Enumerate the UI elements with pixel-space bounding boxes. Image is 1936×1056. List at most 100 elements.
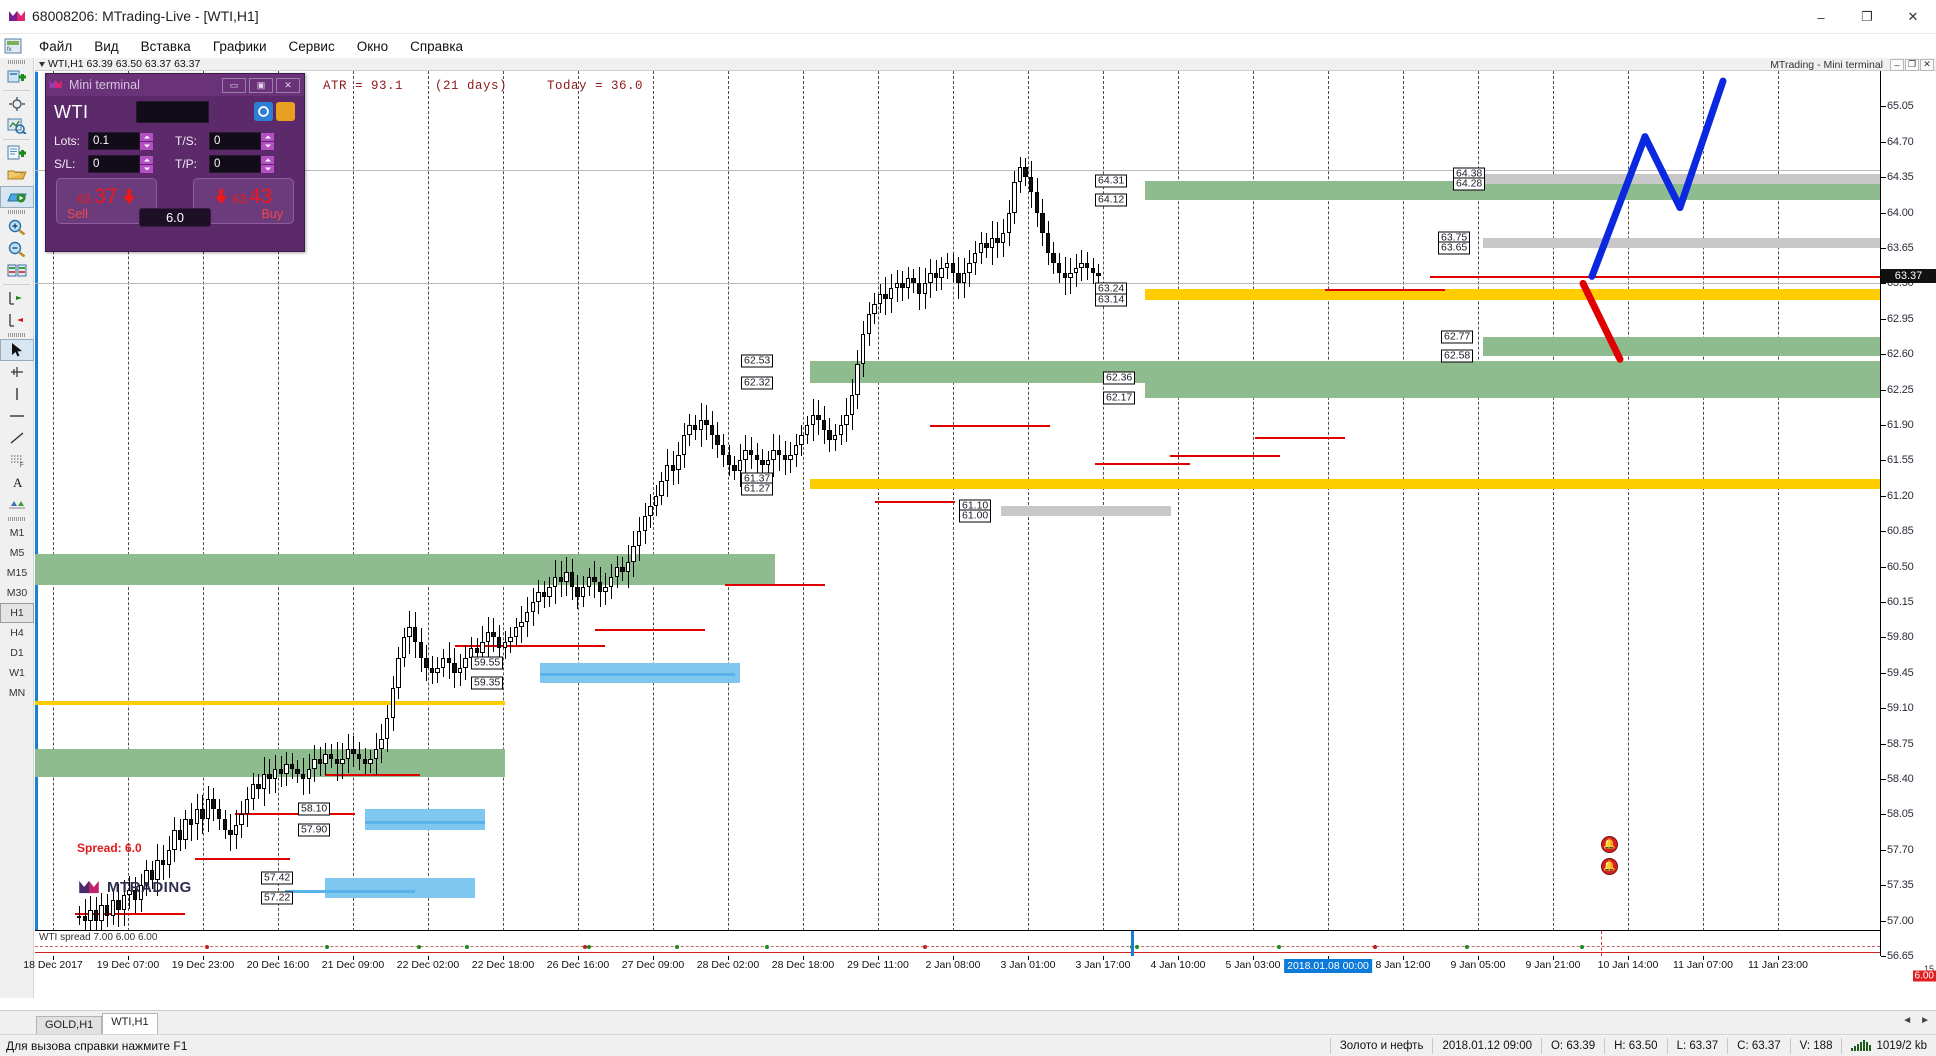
candle-body — [900, 283, 905, 289]
zoom-out-icon[interactable] — [0, 238, 34, 260]
lots-input[interactable]: 0.1 — [88, 132, 140, 150]
mini-close-button[interactable]: ✕ — [276, 77, 300, 93]
data-window-icon[interactable] — [0, 115, 34, 137]
tabs-nav-left[interactable]: ◄ — [1902, 1015, 1913, 1026]
chart-horizontal-scrollbar[interactable] — [35, 984, 1936, 998]
candle-body — [558, 576, 563, 582]
status-connection[interactable]: 1019/2 kb — [1841, 1037, 1936, 1054]
chart-restore-button[interactable]: ❐ — [1905, 58, 1919, 71]
chart-minimize-button[interactable]: – — [1890, 58, 1904, 71]
profiles-icon[interactable] — [0, 186, 34, 208]
tabs-nav-right[interactable]: ► — [1920, 1015, 1930, 1026]
chart-close-button[interactable]: ✕ — [1920, 58, 1934, 71]
crosshair-tool-icon[interactable] — [0, 361, 34, 383]
time-axis[interactable]: 18 Dec 2017 19 Dec 07:00 19 Dec 23:00 20 De… — [23, 956, 1880, 976]
candle-body — [575, 586, 580, 597]
mini-terminal-titlebar[interactable]: Mini terminal ▭ ▣ ✕ — [46, 74, 304, 96]
timeframe-m30[interactable]: M30 — [6, 587, 28, 599]
vertical-line-icon[interactable] — [0, 383, 34, 405]
menu-item-charts[interactable]: Графики — [212, 38, 267, 54]
support-band-5732 — [325, 878, 475, 899]
toolbar-grip-2[interactable] — [0, 208, 33, 216]
chart-gridline-1 — [128, 71, 129, 956]
sl-stepper[interactable] — [140, 155, 153, 173]
menu-item-tools[interactable]: Сервис — [288, 38, 335, 54]
alert-bell-icon-0[interactable]: 🔔 — [1601, 836, 1618, 853]
ts-stepper[interactable] — [261, 132, 274, 150]
menu-item-file[interactable]: Файл — [39, 38, 73, 54]
gear-icon[interactable] — [254, 102, 273, 121]
indicator-shift-icon[interactable] — [0, 287, 34, 309]
chart-tabs-bar: GOLD,H1 WTI,H1 ◄ ► — [0, 1010, 1936, 1035]
horizontal-line-icon[interactable] — [0, 405, 34, 427]
shapes-icon[interactable] — [0, 493, 34, 515]
text-label-icon[interactable]: A — [0, 471, 34, 493]
price-axis-label-2: 64.35 — [1887, 171, 1914, 184]
minimize-button[interactable]: – — [1817, 9, 1825, 25]
mini-terminal-panel[interactable]: Mini terminal ▭ ▣ ✕ WTI Lots: 0.1 T/S: — [45, 73, 305, 252]
orange-button-icon[interactable] — [276, 102, 295, 121]
trendline-icon[interactable] — [0, 427, 34, 449]
maximize-button[interactable]: ❐ — [1861, 9, 1873, 24]
time-axis-tick-23 — [1778, 956, 1779, 960]
crosshair-icon[interactable] — [0, 93, 34, 115]
resistance-line-0 — [75, 912, 185, 915]
timeframe-w1[interactable]: W1 — [9, 667, 25, 679]
open-folder-icon[interactable] — [0, 164, 34, 186]
sl-input[interactable]: 0 — [88, 155, 140, 173]
spread-dot-7 — [765, 944, 769, 949]
timeframe-h1[interactable]: H1 — [0, 603, 34, 623]
mini-restore-button[interactable]: ▣ — [249, 77, 273, 93]
toolbar-grip-4[interactable] — [0, 515, 33, 523]
candle-body — [133, 890, 138, 901]
auto-scroll-icon[interactable] — [0, 309, 34, 331]
menu-item-view[interactable]: Вид — [94, 38, 119, 54]
timeframe-m5[interactable]: M5 — [9, 547, 25, 559]
candle-body — [519, 622, 524, 628]
chevron-down-icon[interactable] — [39, 61, 45, 67]
time-axis-label-8: 27 Dec 09:00 — [621, 959, 685, 971]
time-axis-tick-18 — [1403, 956, 1404, 960]
zoom-in-icon[interactable] — [0, 216, 34, 238]
timeframe-d1[interactable]: D1 — [10, 647, 24, 659]
status-profile: Золото и нефть — [1329, 1037, 1433, 1054]
menu-item-help[interactable]: Справка — [410, 38, 464, 54]
close-button[interactable]: ✕ — [1907, 9, 1919, 24]
candle-body — [721, 445, 726, 456]
crosshair-vertical-line[interactable] — [35, 72, 38, 956]
ts-input[interactable]: 0 — [209, 132, 261, 150]
new-chart-icon[interactable] — [0, 142, 34, 164]
tp-stepper[interactable] — [261, 155, 274, 173]
mini-minimize-button[interactable]: ▭ — [222, 77, 246, 93]
menu-item-window[interactable]: Окно — [356, 38, 389, 54]
status-bar: Для вызова справки нажмите F1 Золото и н… — [0, 1034, 1936, 1056]
timeframe-m1[interactable]: M1 — [9, 527, 25, 539]
menu-item-insert[interactable]: Вставка — [140, 38, 191, 54]
candle-body — [849, 394, 855, 415]
price-axis-tick-14 — [1881, 602, 1886, 603]
lot-size-input[interactable]: 6.0 — [139, 208, 211, 227]
lots-stepper[interactable] — [140, 132, 153, 150]
time-axis-tick-14 — [1103, 956, 1104, 960]
tab-wti-h1[interactable]: WTI,H1 — [102, 1013, 158, 1035]
price-axis[interactable]: 65.05 64.70 64.35 64.00 63.65 63.30 62.95 62.60… — [1880, 71, 1936, 982]
toolbar-grip[interactable] — [0, 58, 33, 66]
price-axis-tick-12 — [1881, 531, 1886, 533]
tile-windows-icon[interactable] — [0, 260, 34, 282]
new-order-icon[interactable] — [0, 66, 34, 88]
candle-body — [749, 450, 754, 456]
timeframe-mn[interactable]: MN — [8, 687, 26, 699]
price-axis-tick-6 — [1881, 318, 1886, 320]
timeframe-h4[interactable]: H4 — [10, 627, 24, 639]
fibonacci-icon[interactable]: F — [0, 449, 34, 471]
timeframe-m15[interactable]: M15 — [6, 567, 28, 579]
spread-dot-11 — [1277, 944, 1281, 949]
alert-bell-icon-1[interactable]: 🔔 — [1601, 858, 1618, 875]
toolbar-grip-3[interactable] — [0, 331, 33, 339]
cursor-icon[interactable] — [0, 339, 34, 361]
resistance-line-14 — [1595, 276, 1880, 279]
tab-gold-h1[interactable]: GOLD,H1 — [36, 1016, 103, 1035]
candle-body — [189, 819, 194, 825]
chart-plot-area[interactable]: ATR = 93.1 (21 days) Today = 36.0 64.31 64.1… — [35, 71, 1880, 956]
tp-input[interactable]: 0 — [209, 155, 261, 173]
